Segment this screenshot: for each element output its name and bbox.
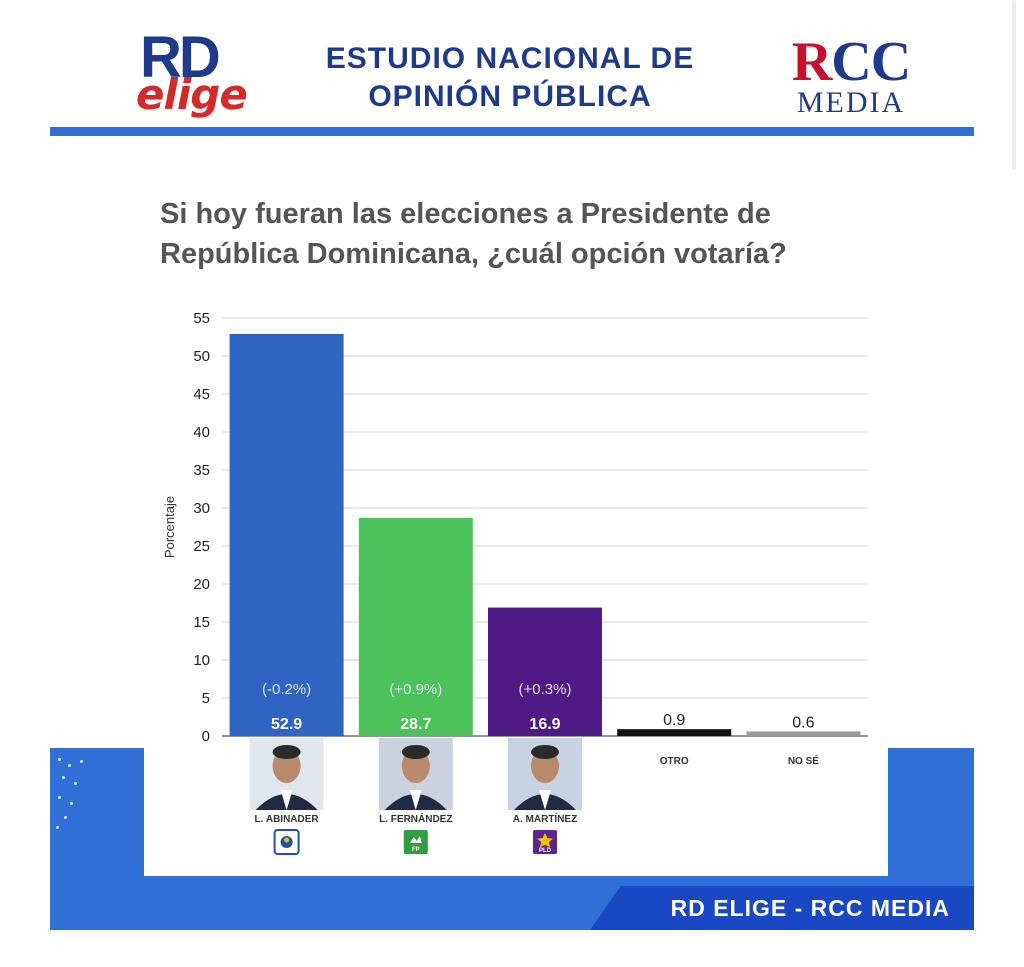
bar-change-label: (+0.9%)	[389, 681, 442, 698]
y-tick-label: 10	[193, 652, 210, 669]
candidate-shirt	[409, 790, 422, 810]
decorative-dots	[54, 756, 94, 836]
candidate-name: L. FERNÁNDEZ	[379, 812, 452, 825]
rd-elige-logo-elige: elige	[136, 70, 248, 119]
decorative-dot	[70, 802, 73, 805]
category-label: OTRO	[660, 756, 689, 767]
y-tick-label: 30	[193, 500, 210, 517]
candidate-hair	[531, 745, 559, 759]
bar-change-label: (+0.3%)	[519, 681, 572, 698]
candidate-name: A. MARTÍNEZ	[513, 812, 577, 825]
decorative-dot	[74, 782, 77, 785]
bar-value-label: 16.9	[529, 716, 560, 733]
scrollbar[interactable]	[1012, 0, 1016, 170]
y-tick-label: 50	[193, 348, 210, 365]
decorative-dot	[56, 826, 59, 829]
candidate-name: L. ABINADER	[255, 814, 320, 825]
bar-chart: 0 5 10 15 20 25 30 35 40 45 50 55 Porcentaje (-0.2%) 5…	[162, 310, 868, 855]
rd-elige-logo-rd: RD	[140, 25, 221, 90]
candidate-shirt	[539, 790, 551, 810]
y-tick-label: 25	[193, 538, 210, 555]
y-tick-label: 20	[193, 576, 210, 593]
candidate-shirt	[280, 790, 293, 810]
prm-logo-sun	[284, 837, 290, 843]
header-title: ESTUDIO NACIONAL DE OPINIÓN PÚBLICA	[300, 40, 720, 116]
bar-value-label: 0.6	[792, 714, 814, 731]
footer-strip	[590, 886, 974, 930]
header-title-line2: OPINIÓN PÚBLICA	[368, 80, 652, 113]
header-divider	[50, 127, 974, 136]
bar	[617, 729, 732, 736]
rcc-media-logo: RCC MEDIA	[786, 34, 916, 118]
header-title-line1: ESTUDIO NACIONAL DE	[325, 42, 695, 75]
y-tick-label: 15	[193, 614, 210, 631]
decorative-dot	[64, 816, 67, 819]
footer-credit: RD ELIGE - RCC MEDIA	[670, 895, 950, 921]
bar	[229, 333, 344, 736]
chart-title: Si hoy fueran las elecciones a President…	[160, 198, 787, 270]
candidate-hair	[401, 745, 430, 759]
y-axis-title: Porcentaje	[162, 496, 177, 558]
bar	[488, 607, 602, 736]
decorative-dot	[80, 760, 83, 763]
fp-logo-mark	[409, 836, 422, 843]
y-tick-label: 55	[193, 310, 210, 327]
decorative-dot	[62, 776, 65, 779]
decorative-dot	[68, 764, 71, 767]
y-tick-label: 0	[202, 728, 210, 745]
candidate-hair	[272, 745, 301, 759]
rcc-logo-r: R	[791, 31, 832, 93]
rcc-logo-cc: CC	[831, 31, 911, 93]
pld-logo-star	[537, 833, 553, 848]
decorative-dot	[58, 796, 61, 799]
bar	[746, 731, 861, 736]
category-label: NO SÉ	[788, 754, 819, 767]
infographic-card: RD elige ESTUDIO NACIONAL DE OPINIÓN PÚB…	[50, 18, 974, 930]
y-tick-label: 5	[202, 690, 210, 707]
bar-value-label: 28.7	[400, 716, 431, 733]
y-tick-label: 45	[193, 386, 210, 403]
bar-value-label: 0.9	[663, 712, 685, 729]
bar-value-label: 52.9	[271, 716, 302, 733]
bar-change-label: (-0.2%)	[262, 681, 311, 698]
y-tick-label: 40	[193, 424, 210, 441]
rd-elige-logo: RD elige	[136, 28, 256, 128]
y-tick-label: 35	[193, 462, 210, 479]
bar	[358, 517, 473, 736]
fp-logo-text: FP	[412, 847, 420, 853]
rcc-logo-media: MEDIA	[796, 86, 906, 119]
decorative-dot	[58, 758, 61, 761]
pld-logo-text: PLD	[539, 848, 552, 854]
